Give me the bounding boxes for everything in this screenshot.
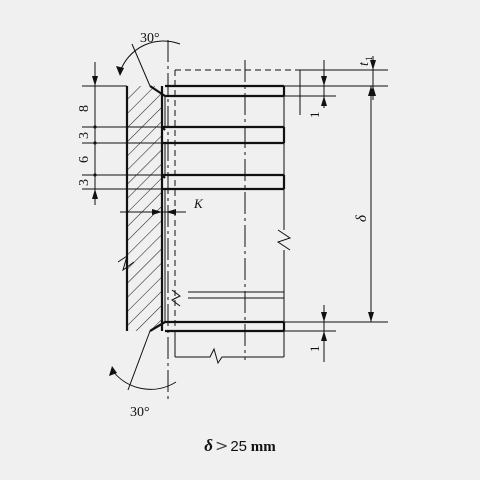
caption: δ >25 mm: [0, 436, 480, 456]
dim-label-8: 8: [77, 105, 92, 112]
base-plate-section: [117, 86, 164, 331]
dim-label-1-bottom: 1: [307, 346, 322, 353]
caption-unit: mm: [250, 439, 276, 455]
dim-label-6: 6: [77, 156, 92, 163]
angle-label-bottom: 30°: [130, 405, 150, 420]
attached-plates: [162, 84, 292, 333]
dimension-lines: [82, 56, 388, 362]
caption-symbol: δ: [204, 436, 213, 455]
label-k: K: [193, 196, 204, 211]
dim-label-3-upper: 3: [77, 132, 92, 139]
lower-extension: [174, 69, 301, 365]
dim-label-t1: t 1: [357, 57, 374, 67]
dim-label-delta: δ: [354, 214, 370, 222]
svg-text:1: 1: [364, 57, 374, 62]
caption-operator: >: [214, 436, 229, 455]
svg-text:t: t: [357, 61, 372, 66]
dim-label-3-lower: 3: [77, 179, 92, 186]
angle-arcs: [109, 40, 181, 391]
dim-label-1-top: 1: [307, 112, 322, 119]
weld-bevels: [149, 85, 166, 332]
caption-value: 25: [230, 438, 248, 455]
center-lines: [167, 40, 246, 400]
angle-label-top: 30°: [140, 31, 160, 46]
